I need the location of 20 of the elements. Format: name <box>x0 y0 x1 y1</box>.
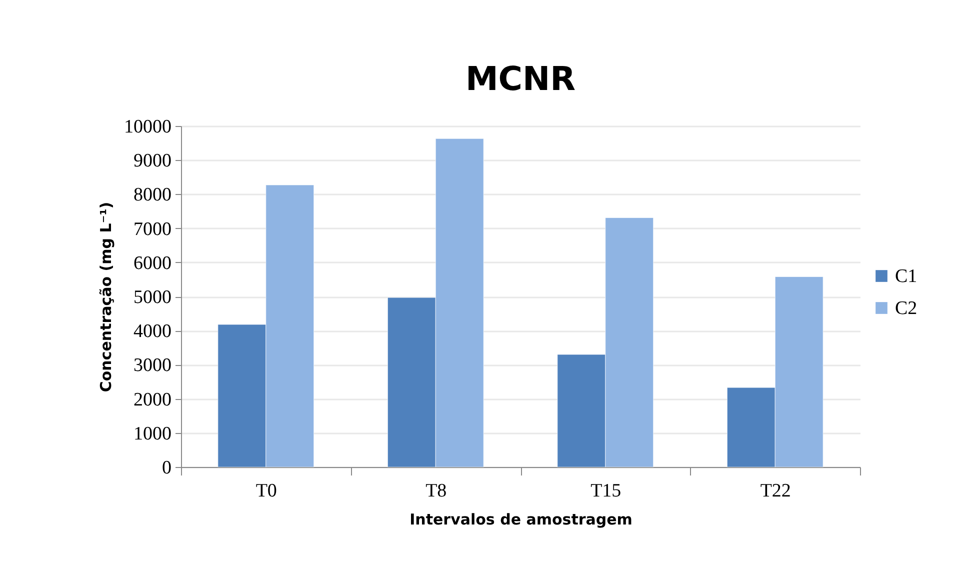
legend-label: C1 <box>895 266 918 287</box>
y-tick-label: 6000 <box>134 252 172 274</box>
x-tick-label: T22 <box>760 480 791 502</box>
y-tick-label: 2000 <box>134 389 172 410</box>
x-axis-title: Intervalos de amostragem <box>410 510 632 528</box>
legend-label: C2 <box>895 298 918 319</box>
x-tick-label: T8 <box>426 480 447 502</box>
y-tick-label: 5000 <box>134 287 172 308</box>
y-tick-label: 4000 <box>134 321 172 342</box>
chart-title: MCNR <box>465 59 576 98</box>
y-tick-label: 9000 <box>134 150 172 172</box>
x-tick-label: T0 <box>256 480 277 502</box>
y-axis-title: Concentração (mg L⁻¹) <box>97 202 115 392</box>
x-tick-label: T15 <box>590 480 622 502</box>
y-tick-label: 3000 <box>134 355 172 376</box>
y-tick-label: 10000 <box>124 116 172 138</box>
y-tick-label: 8000 <box>134 184 172 206</box>
y-tick-label: 0 <box>162 458 172 478</box>
y-tick-label: 1000 <box>134 423 172 444</box>
y-tick-label: 7000 <box>134 218 172 240</box>
